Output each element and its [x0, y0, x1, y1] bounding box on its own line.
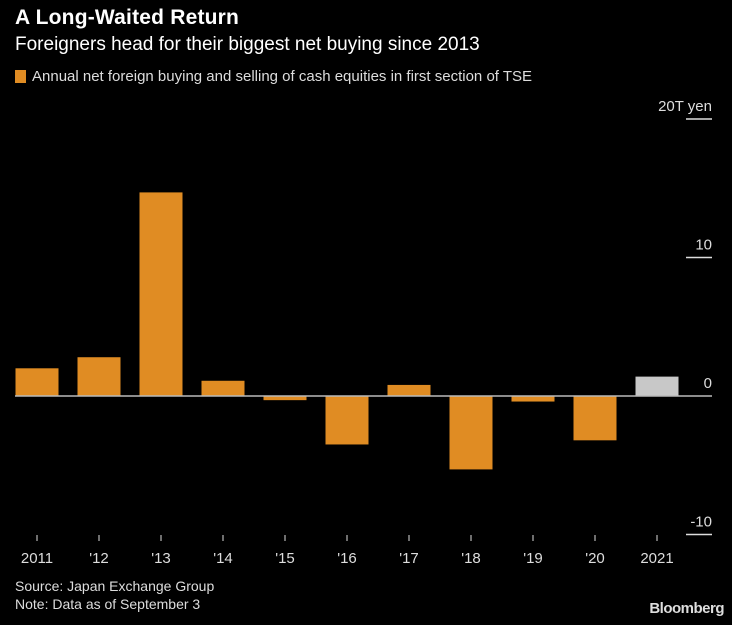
bar-2021	[635, 376, 679, 396]
legend: Annual net foreign buying and selling of…	[15, 68, 532, 85]
bar-14	[201, 380, 245, 396]
y-tick-label: 10	[695, 237, 712, 254]
bar-16	[325, 396, 369, 445]
bar-19	[511, 396, 555, 402]
x-tick-label: '15	[275, 550, 295, 567]
legend-label: Annual net foreign buying and selling of…	[32, 68, 533, 85]
chart-title: A Long-Waited Return	[15, 6, 240, 29]
chart-subtitle: Foreigners head for their biggest net bu…	[15, 34, 480, 55]
y-tick-label: 20T yen	[658, 98, 712, 115]
bar-20	[573, 396, 617, 441]
y-tick-label: 0	[704, 375, 712, 392]
x-tick-label: '19	[523, 550, 543, 567]
bloomberg-logo: Bloomberg	[649, 600, 724, 617]
legend-swatch	[15, 70, 26, 83]
x-tick-label: '12	[89, 550, 109, 567]
bar-17	[387, 384, 431, 396]
source-note: Source: Japan Exchange Group	[15, 578, 215, 594]
x-tick-label: '17	[399, 550, 419, 567]
bar-12	[77, 357, 121, 396]
bar-13	[139, 192, 183, 396]
data-note: Note: Data as of September 3	[15, 596, 201, 612]
bar-15	[263, 396, 307, 401]
x-tick-label: '14	[213, 550, 233, 567]
x-tick-label: '13	[151, 550, 171, 567]
bar-2011	[15, 368, 59, 396]
x-tick-label: '20	[585, 550, 605, 567]
x-tick-label: 2011	[21, 550, 53, 567]
bar-18	[449, 396, 493, 470]
y-tick-label: -10	[690, 514, 712, 531]
x-tick-label: 2021	[640, 550, 673, 567]
x-tick-label: '16	[337, 550, 357, 567]
x-tick-label: '18	[461, 550, 481, 567]
